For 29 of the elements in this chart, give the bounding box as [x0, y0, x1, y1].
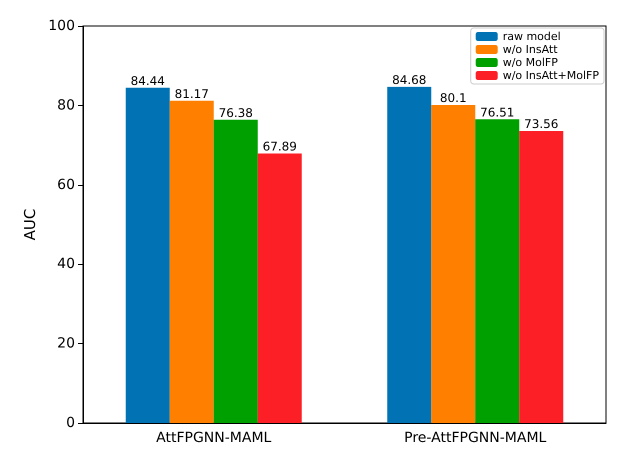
bar	[170, 100, 214, 423]
data-label: 67.89	[262, 139, 297, 154]
legend-label: w/o InsAtt	[502, 43, 558, 56]
bar	[519, 130, 564, 423]
bar	[431, 105, 476, 423]
y-tick-label: 100	[48, 18, 75, 34]
bar	[214, 120, 258, 423]
data-label: 76.38	[218, 106, 253, 120]
y-tick-label: 60	[57, 176, 75, 193]
legend-label: w/o InsAtt+MolFP	[502, 69, 600, 82]
data-label: 76.51	[480, 105, 514, 120]
legend-label: raw model	[502, 30, 561, 43]
bar	[258, 153, 302, 423]
x-tick-label: Pre-AttFPGNN-MAML	[404, 430, 547, 446]
data-label: 84.44	[130, 74, 165, 88]
y-tick-label: 80	[57, 97, 75, 114]
bar	[475, 119, 520, 423]
y-axis-title: AUC	[20, 208, 39, 240]
data-label: 80.1	[440, 91, 467, 106]
y-tick-label: 40	[57, 256, 75, 272]
bar	[387, 86, 432, 423]
x-tick-label: AttFPGNN-MAML	[156, 430, 272, 446]
bar	[126, 88, 170, 423]
data-label: 84.68	[392, 72, 426, 87]
data-label: 73.56	[524, 116, 558, 131]
y-tick-label: 0	[66, 415, 75, 431]
y-tick-label: 20	[57, 336, 75, 352]
legend-label: w/o MolFP	[502, 56, 558, 69]
data-label: 81.17	[174, 86, 209, 101]
